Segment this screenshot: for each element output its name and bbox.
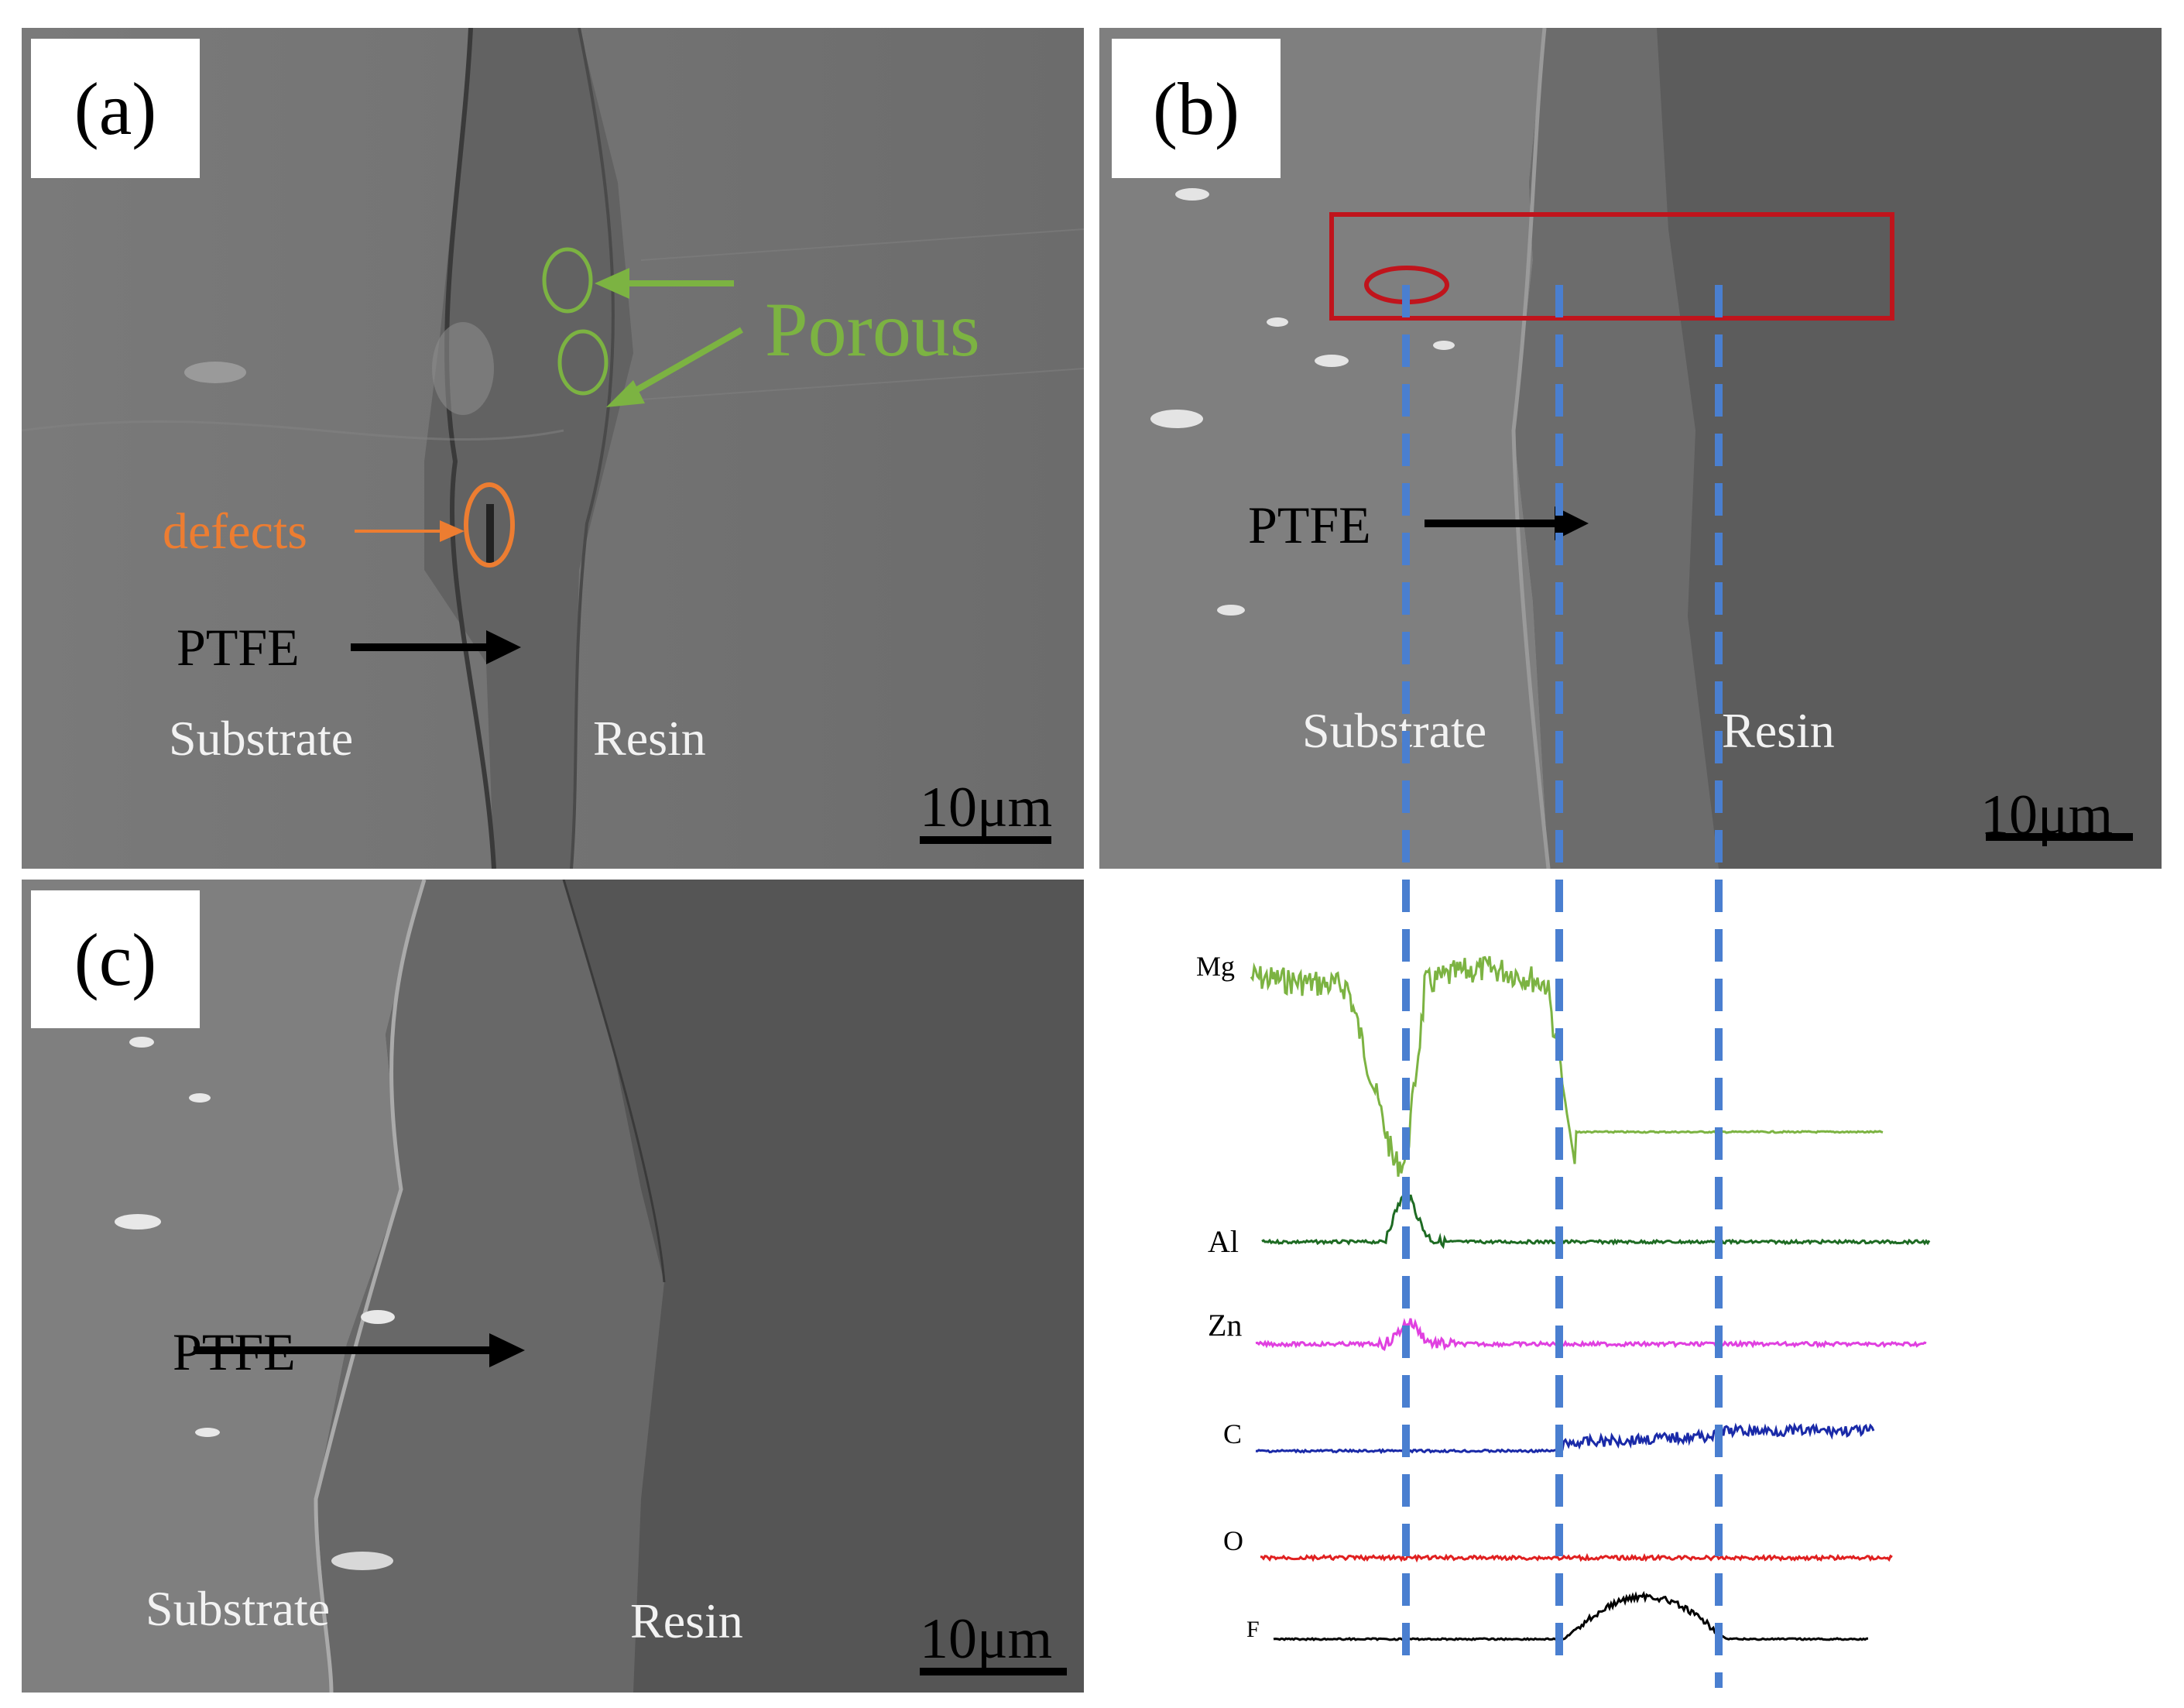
panel-a: (a) Porous defects PTFE Substrate Resin … xyxy=(22,28,1084,869)
eds-profile-plot xyxy=(1250,955,1931,1641)
eds-label-al: Al xyxy=(1208,1224,1239,1259)
panel-c-sem-image xyxy=(22,880,1084,1693)
scale-bar xyxy=(1986,833,2133,841)
scale-label: 10μm xyxy=(920,776,1053,839)
defects-label: defects xyxy=(163,503,307,560)
linescan-selection-box xyxy=(1329,212,1894,321)
eds-label-o: O xyxy=(1223,1525,1243,1556)
eds-linescan-profile: Mg Al Zn C O F xyxy=(1099,869,2162,1705)
scale-label: 10μm xyxy=(920,1607,1053,1671)
eds-trace-zn xyxy=(1255,1318,1927,1352)
panel-c: (c) PTFE Substrate Resin 10μm xyxy=(22,880,1084,1693)
eds-trace-al xyxy=(1261,1192,1931,1250)
resin-label: Resin xyxy=(593,711,706,766)
selection-overlay xyxy=(1329,212,1894,540)
panel-b-label: (b) xyxy=(1112,39,1281,178)
resin-label: Resin xyxy=(630,1593,743,1648)
ptfe-label: PTFE xyxy=(173,1322,296,1381)
substrate-label: Substrate xyxy=(146,1581,331,1636)
panel-b: (b) PTFE Substrate Resin 10μm xyxy=(1099,28,2162,869)
ptfe-label: PTFE xyxy=(177,618,300,677)
ptfe-label: PTFE xyxy=(1248,496,1371,554)
eds-trace-f xyxy=(1273,1590,1869,1641)
substrate-label: Substrate xyxy=(169,711,354,766)
scale-bar xyxy=(920,1668,1067,1675)
eds-label-c: C xyxy=(1223,1418,1243,1449)
eds-trace-o xyxy=(1260,1552,1893,1563)
eds-label-mg: Mg xyxy=(1196,951,1236,982)
eds-trace-mg xyxy=(1250,955,1884,1177)
porous-label: Porous xyxy=(765,286,980,372)
substrate-label: Substrate xyxy=(1302,703,1487,758)
linescan-start-ellipse xyxy=(1364,266,1449,304)
eds-trace-c xyxy=(1255,1422,1875,1455)
scale-bar xyxy=(920,836,1051,844)
panel-c-label: (c) xyxy=(31,890,200,1028)
eds-label-f: F xyxy=(1246,1617,1260,1642)
resin-label: Resin xyxy=(1722,703,1835,758)
eds-label-zn: Zn xyxy=(1208,1308,1243,1343)
panel-b-sem-image xyxy=(1099,28,2162,869)
panel-a-label: (a) xyxy=(31,39,200,178)
